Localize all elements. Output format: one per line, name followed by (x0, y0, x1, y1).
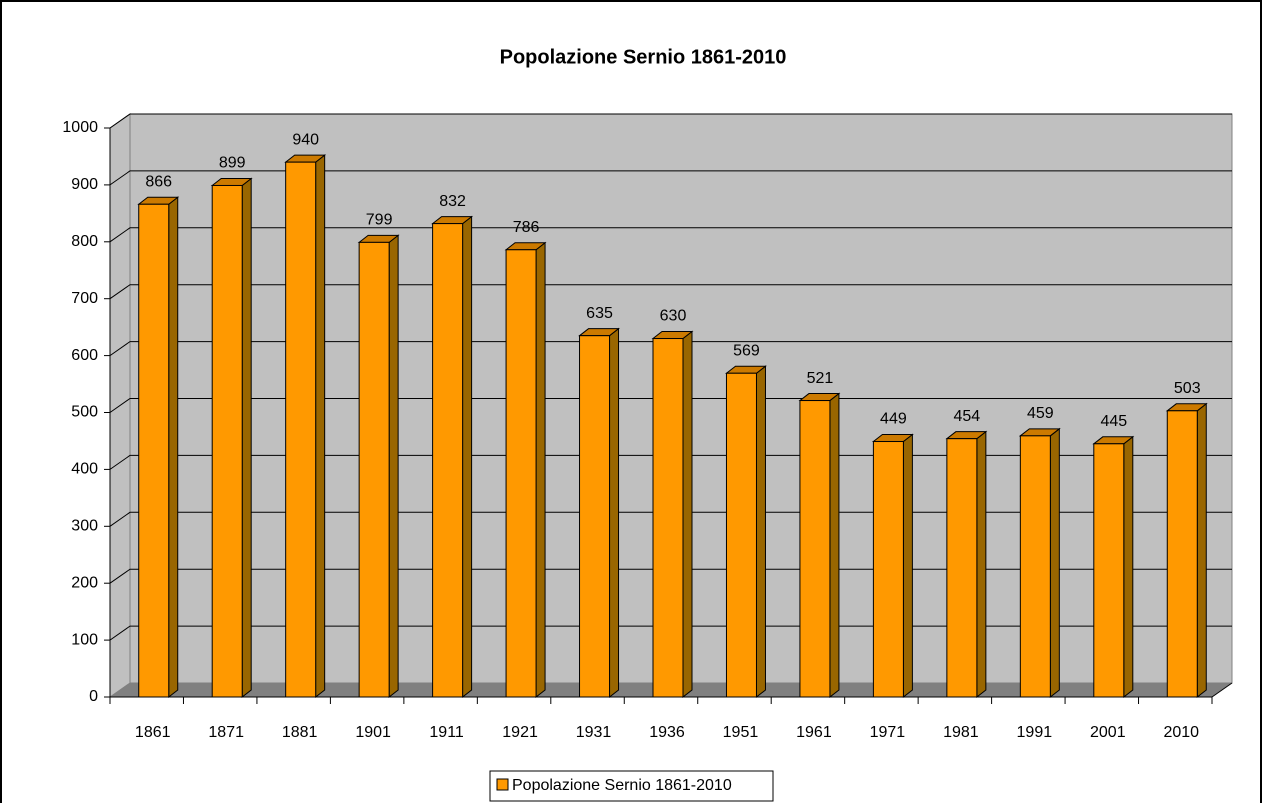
y-tick-label: 700 (71, 290, 98, 307)
bar-side (462, 215, 473, 699)
bar (138, 203, 170, 698)
bar (1166, 410, 1198, 698)
y-tick-label: 300 (71, 518, 98, 535)
bar-side (902, 433, 913, 699)
bar-side (1123, 435, 1134, 699)
data-label: 899 (219, 155, 246, 172)
data-label: 569 (733, 342, 760, 359)
grid-line (109, 568, 1232, 584)
x-tick-label: 1991 (1017, 724, 1053, 741)
data-label: 445 (1100, 413, 1127, 430)
bar (211, 184, 243, 698)
x-tick-label: 1931 (576, 724, 612, 741)
bar (799, 400, 831, 698)
data-label: 866 (145, 173, 172, 190)
bar-side (755, 365, 766, 699)
data-label: 786 (513, 219, 540, 236)
bar (285, 161, 317, 698)
grid-line (109, 341, 1232, 357)
data-label: 454 (954, 408, 981, 425)
x-tick-label: 1921 (502, 724, 538, 741)
data-label: 799 (366, 212, 393, 229)
x-tick-label: 1901 (355, 724, 391, 741)
y-tick-label: 600 (71, 347, 98, 364)
x-tick-label: 1951 (723, 724, 759, 741)
y-tick-label: 0 (89, 688, 98, 705)
bar (432, 223, 464, 698)
bar-side (829, 392, 840, 699)
x-tick-label: 1871 (208, 724, 244, 741)
bar (1093, 443, 1125, 698)
legend-swatch (496, 778, 509, 791)
bar-side (241, 177, 252, 699)
bar-side (609, 327, 620, 699)
x-tick-label: 1971 (870, 724, 906, 741)
legend-box (489, 770, 774, 802)
data-label: 940 (292, 131, 319, 148)
bar (1019, 435, 1051, 698)
bar-side (682, 330, 693, 699)
x-tick-label: 2001 (1090, 724, 1126, 741)
grid-line (109, 227, 1232, 243)
data-label: 449 (880, 411, 907, 428)
y-tick-label: 1000 (62, 119, 98, 136)
bar (358, 241, 390, 698)
grid-line (109, 625, 1232, 641)
grid-line (109, 511, 1232, 527)
x-tick-label: 2010 (1163, 724, 1199, 741)
x-tick-label: 1981 (943, 724, 979, 741)
legend-label: Popolazione Sernio 1861-2010 (512, 777, 732, 794)
grid-line (109, 398, 1232, 413)
data-label: 635 (586, 305, 613, 322)
y-tick-label: 200 (71, 574, 98, 591)
data-label: 503 (1174, 380, 1201, 397)
data-label: 521 (807, 370, 834, 387)
data-label: 832 (439, 193, 466, 210)
y-tick-label: 400 (71, 461, 98, 478)
y-tick-label: 900 (71, 176, 98, 193)
grid-line (109, 113, 1232, 129)
y-tick-label: 100 (71, 631, 98, 648)
y-tick-label: 500 (71, 404, 98, 421)
bar (652, 338, 684, 698)
chart-title: Popolazione Sernio 1861-2010 (500, 46, 787, 68)
data-label: 630 (660, 308, 687, 325)
y-tick-label: 800 (71, 233, 98, 250)
bar (872, 441, 904, 698)
bar (505, 249, 537, 698)
grid-line (109, 284, 1232, 300)
x-tick-label: 1911 (429, 724, 464, 741)
bar (579, 335, 611, 698)
bar-side (1196, 402, 1207, 699)
bar (725, 372, 757, 698)
x-tick-label: 1881 (282, 724, 318, 741)
x-tick-label: 1861 (135, 724, 171, 741)
bar-side (976, 430, 987, 699)
bar-side (388, 234, 399, 699)
bar (946, 438, 978, 698)
data-label: 459 (1027, 405, 1054, 422)
floor-edge (1211, 682, 1233, 698)
x-tick-label: 1936 (649, 724, 685, 741)
bar-side (315, 154, 326, 699)
bar-side (535, 241, 546, 699)
grid-line (109, 454, 1232, 470)
bar-side (1049, 427, 1060, 699)
grid-line (109, 170, 1232, 186)
bar-side (168, 196, 179, 699)
x-tick-label: 1961 (796, 724, 832, 741)
